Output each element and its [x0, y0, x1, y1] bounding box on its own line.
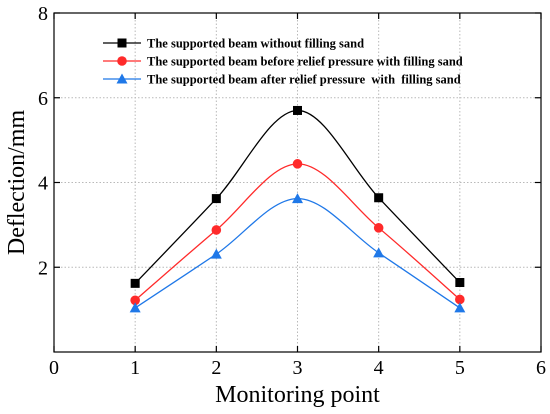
data-point-series-2 [455, 294, 465, 305]
y-tick-label: 2 [38, 257, 48, 279]
y-tick-label: 4 [38, 173, 48, 195]
data-point-series-2 [292, 159, 303, 169]
axis-ticks [53, 12, 542, 352]
x-tick-label: 0 [49, 357, 59, 379]
data-point-series-1 [130, 278, 140, 288]
x-tick-label: 5 [455, 357, 465, 379]
data-point-series-1 [293, 105, 302, 115]
data-point-series-3 [454, 302, 466, 313]
legend-marker-2 [117, 56, 127, 66]
y-tick-label: 6 [38, 88, 48, 110]
legend-marker-1 [117, 38, 127, 48]
x-tick-label: 3 [293, 357, 303, 379]
legend-label-1: The supported beam without filling sand [147, 37, 364, 51]
legend-marker-3 [116, 73, 128, 84]
legend-label-2: The supported beam before relief pressur… [147, 55, 463, 69]
x-tick-label: 6 [536, 357, 546, 379]
series-line-3 [134, 197, 461, 309]
grid [54, 13, 541, 352]
y-axis-label: Deflection/mm [4, 110, 30, 256]
legend: The supported beam without filling sand T… [103, 37, 463, 87]
data-point-series-3 [292, 193, 303, 204]
data-point-series-3 [210, 248, 222, 259]
data-point-series-2 [211, 225, 222, 235]
data-point-series-2 [373, 223, 384, 233]
series-markers [129, 105, 466, 313]
y-tick-label: 8 [38, 3, 48, 25]
x-tick-label: 1 [130, 357, 140, 379]
data-point-series-1 [455, 278, 465, 288]
data-point-series-3 [129, 302, 141, 313]
data-point-series-2 [130, 295, 140, 306]
x-axis-label: Monitoring point [215, 382, 380, 408]
data-point-series-1 [374, 193, 384, 203]
x-tick-label: 2 [211, 357, 221, 379]
legend-label-3: The supported beam after relief pressure… [147, 73, 461, 87]
data-point-series-1 [211, 194, 221, 204]
data-point-series-3 [373, 247, 385, 258]
tick-labels: 0 1 2 3 4 5 6 2 4 6 8 [38, 3, 546, 379]
x-tick-label: 4 [374, 357, 384, 379]
